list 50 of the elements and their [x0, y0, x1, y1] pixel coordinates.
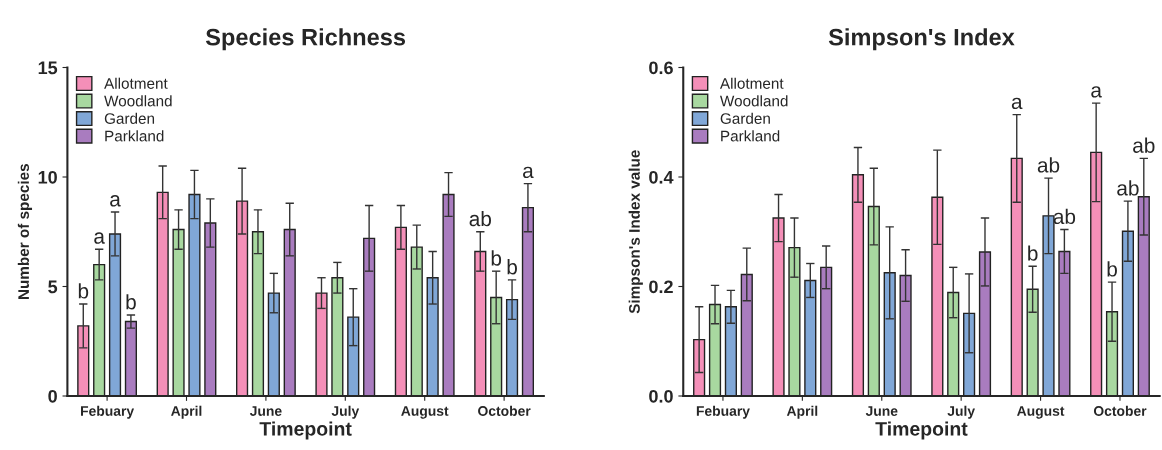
- x-tick-label: April: [786, 405, 818, 419]
- data-label: a: [110, 195, 121, 207]
- x-axis-title: Timepoint: [259, 421, 352, 440]
- data-label: a: [523, 166, 534, 179]
- data-label: ab: [1117, 180, 1139, 196]
- y-axis-title: Number of species: [17, 164, 33, 300]
- data-label: ab: [1037, 157, 1060, 173]
- data-label: b: [1107, 261, 1117, 277]
- y-axis-title: Simpson's Index value: [628, 150, 643, 314]
- x-tick-label: August: [1017, 406, 1065, 419]
- x-tick-label: October: [478, 405, 531, 416]
- x-axis-title: Timepoint: [875, 421, 968, 440]
- chart-title: Species Richness: [205, 28, 406, 51]
- data-label: a: [1091, 86, 1102, 98]
- y-tick-label: 10: [38, 170, 57, 184]
- x-tick-label: June: [249, 406, 282, 416]
- y-tick-label: 0.6: [649, 61, 673, 75]
- data-label: b: [78, 283, 89, 299]
- x-tick-label: August: [401, 406, 449, 419]
- legend-label: Woodland: [719, 95, 788, 107]
- data-label: ab: [469, 210, 492, 227]
- y-tick-label: 15: [38, 61, 58, 75]
- y-tick-label: 0.0: [649, 389, 673, 403]
- y-tick-label: 0: [48, 389, 57, 403]
- x-tick-label: Febuary: [81, 405, 135, 419]
- x-tick-label: April: [171, 405, 202, 419]
- x-tick-label: October: [1093, 405, 1147, 416]
- data-label: a: [1011, 97, 1023, 110]
- legend-label: Parkland: [721, 130, 780, 142]
- data-label: ab: [1053, 208, 1076, 225]
- x-tick-label: July: [331, 405, 360, 419]
- legend-label: Garden: [720, 112, 770, 124]
- y-tick-label: 5: [48, 280, 58, 294]
- x-tick-label: June: [865, 406, 898, 416]
- data-label: b: [507, 259, 517, 275]
- y-tick-label: 0.2: [649, 280, 673, 294]
- data-label: b: [1028, 245, 1038, 261]
- legend-label: Woodland: [104, 95, 172, 107]
- legend-label: Garden: [104, 112, 155, 124]
- legend-label: Parkland: [105, 130, 164, 142]
- data-label: b: [491, 250, 502, 266]
- data-label: b: [126, 294, 136, 310]
- y-tick-label: 0.4: [649, 170, 674, 184]
- chart-title: Simpson's Index: [828, 28, 1015, 51]
- data-label: a: [94, 232, 105, 244]
- legend-label: Allotment: [719, 77, 784, 89]
- x-tick-label: Febuary: [696, 405, 750, 419]
- x-tick-label: July: [947, 405, 975, 419]
- legend-label: Allotment: [104, 77, 168, 89]
- data-label: ab: [1133, 137, 1155, 153]
